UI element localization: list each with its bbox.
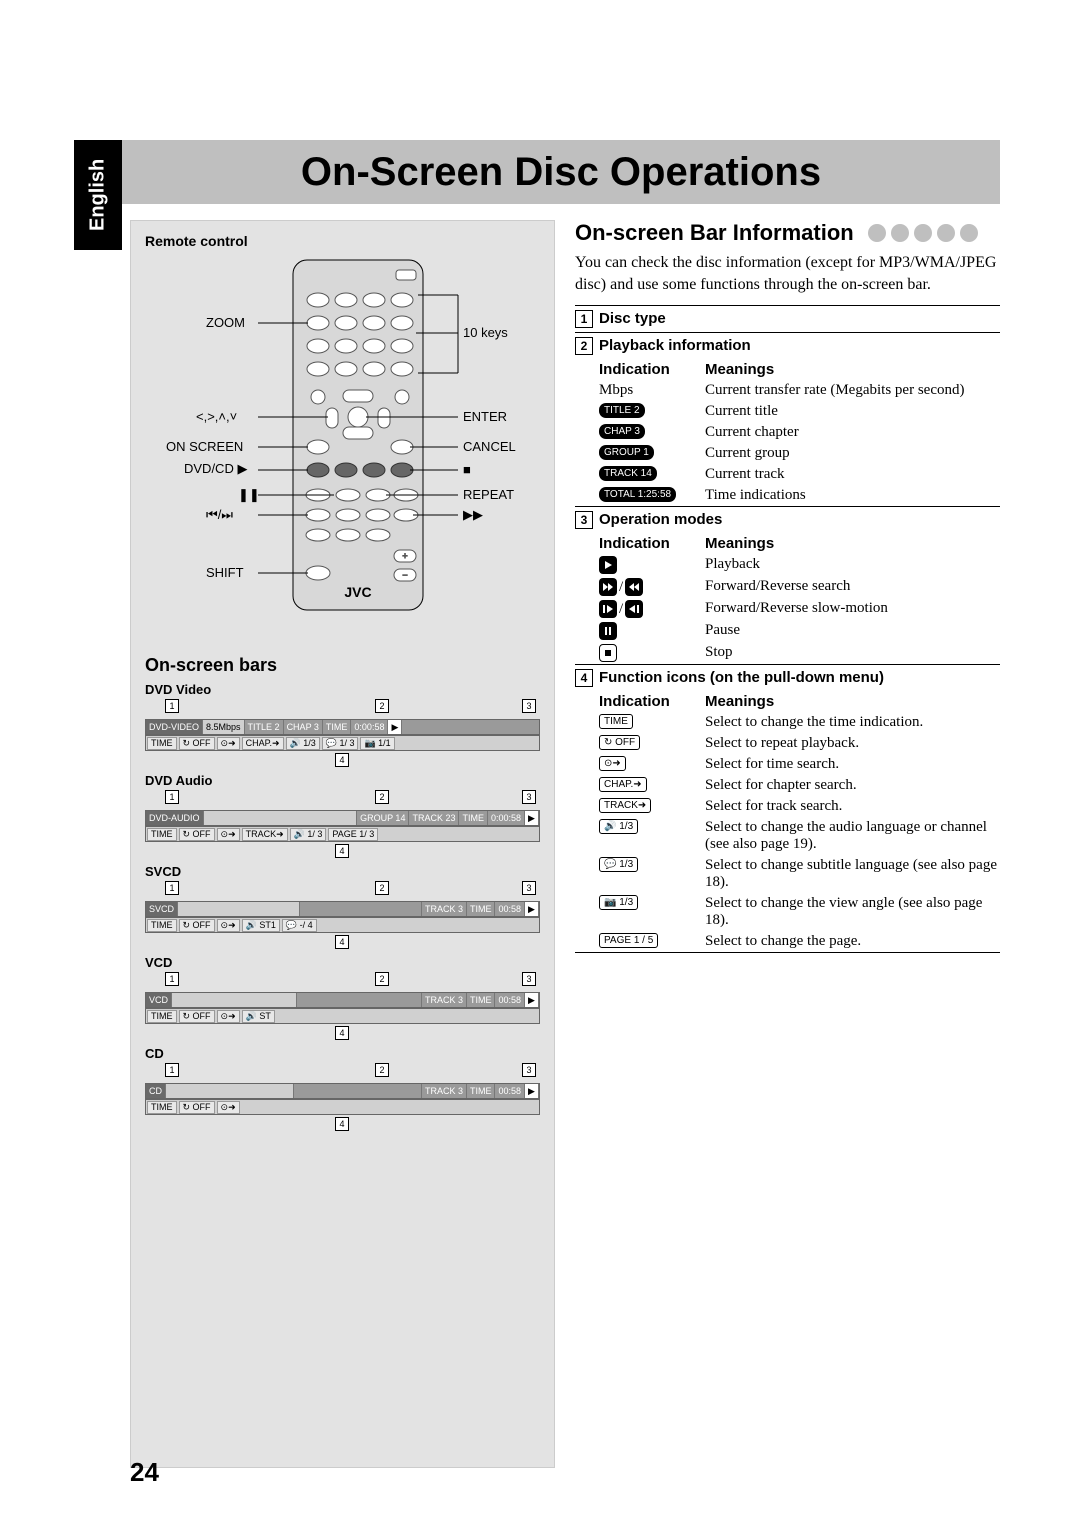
bar-title: VCD [145, 955, 540, 970]
svg-text:■: ■ [463, 462, 471, 477]
bar-title: DVD Video [145, 682, 540, 697]
svg-text:<,>,˄,˅: <,>,˄,˅ [196, 409, 237, 424]
bars-heading: On-screen bars [145, 655, 540, 676]
table-row: TIMESelect to change the time indication… [575, 712, 1000, 733]
sec3-h1: Indication [575, 535, 705, 552]
bar-group: SVCD123SVCDTRACK 3TIME00:58▶TIME↻ OFF⊙➜🔊… [145, 864, 540, 949]
table-row: CHAP 3Current chapter [575, 422, 1000, 443]
sec4-h2: Meanings [705, 693, 774, 710]
bar-row-1: DVD-VIDEO8.5MbpsTITLE 2CHAP 3TIME0:00:58… [145, 719, 540, 735]
bar-title: DVD Audio [145, 773, 540, 788]
table-row: 🔊 1/3Select to change the audio language… [575, 817, 1000, 855]
sec2-h2: Meanings [705, 361, 774, 378]
table-row: TOTAL 1:25:58Time indications [575, 485, 1000, 506]
intro-text: You can check the disc information (exce… [575, 252, 1000, 295]
page-number: 24 [130, 1457, 159, 1488]
table-row: Playback [575, 554, 1000, 576]
bar-row-1: SVCDTRACK 3TIME00:58▶ [145, 901, 540, 917]
bar-group: CD123CDTRACK 3TIME00:58▶TIME↻ OFF⊙➜4 [145, 1046, 540, 1131]
svg-text:SHIFT: SHIFT [206, 565, 244, 580]
right-heading: On-screen Bar Information [575, 220, 1000, 246]
svg-text:ON SCREEN: ON SCREEN [166, 439, 243, 454]
sec2-h1: Indication [575, 361, 705, 378]
bar-group: DVD Audio123DVD-AUDIOGROUP 14TRACK 23TIM… [145, 773, 540, 858]
svg-text:10 keys: 10 keys [463, 325, 508, 340]
bar-row-2: TIME↻ OFF⊙➜ [145, 1099, 540, 1115]
bar-row-1: DVD-AUDIOGROUP 14TRACK 23TIME0:00:58▶ [145, 810, 540, 826]
bar-title: CD [145, 1046, 540, 1061]
svg-text:ZOOM: ZOOM [206, 315, 245, 330]
sec2-label: Playback information [599, 337, 751, 355]
bar-row-2: TIME↻ OFF⊙➜🔊 ST [145, 1008, 540, 1024]
sec4-num: 4 [575, 669, 593, 687]
sec3-subheader: Indication Meanings [575, 533, 1000, 554]
bar-row-1: VCDTRACK 3TIME00:58▶ [145, 992, 540, 1008]
bar-row-2: TIME↻ OFF⊙➜CHAP.➜🔊 1/3💬 1/ 3📷 1/1 [145, 735, 540, 751]
sec1-label: Disc type [599, 310, 666, 328]
bar-title: SVCD [145, 864, 540, 879]
svg-text:❚❚: ❚❚ [238, 487, 260, 503]
table-row: ↻ OFFSelect to repeat playback. [575, 733, 1000, 754]
right-heading-text: On-screen Bar Information [575, 220, 854, 246]
table-row: ⊙➜Select for time search. [575, 754, 1000, 775]
info-table: 1 Disc type 2 Playback information Indic… [575, 305, 1000, 953]
table-row: /Forward/Reverse slow-motion [575, 598, 1000, 620]
bar-group: VCD123VCDTRACK 3TIME00:58▶TIME↻ OFF⊙➜🔊 S… [145, 955, 540, 1040]
sec4-h1: Indication [575, 693, 705, 710]
sec4-row: 4 Function icons (on the pull-down menu) [575, 664, 1000, 691]
svg-text:CANCEL: CANCEL [463, 439, 516, 454]
sec3-h2: Meanings [705, 535, 774, 552]
bars-container: DVD Video123DVD-VIDEO8.5MbpsTITLE 2CHAP … [145, 682, 540, 1131]
svg-text:⏮/⏭: ⏮/⏭ [206, 507, 233, 522]
remote-diagram: + − JVC ZOOM <,>,˄,˅ ON SCREEN DVD/CD ▶ … [145, 255, 540, 635]
table-row: GROUP 1Current group [575, 443, 1000, 464]
left-panel: Remote control [130, 220, 555, 1468]
bar-row-2: TIME↻ OFF⊙➜TRACK➜🔊 1/ 3PAGE 1/ 3 [145, 826, 540, 842]
sec1-row: 1 Disc type [575, 306, 1000, 333]
table-row: 💬 1/3Select to change subtitle language … [575, 855, 1000, 893]
right-panel: On-screen Bar Information You can check … [575, 220, 1000, 1468]
sec2-num: 2 [575, 337, 593, 355]
sec4-subheader: Indication Meanings [575, 691, 1000, 712]
remote-label: Remote control [145, 233, 540, 249]
table-row: Pause [575, 620, 1000, 642]
svg-text:ENTER: ENTER [463, 409, 507, 424]
sec1-num: 1 [575, 310, 593, 328]
svg-text:+: + [402, 551, 407, 561]
language-tab: English [74, 140, 122, 250]
table-row: TRACK 14Current track [575, 464, 1000, 485]
sec2-subheader: Indication Meanings [575, 359, 1000, 380]
heading-dots [868, 224, 978, 242]
table-row: MbpsCurrent transfer rate (Megabits per … [575, 380, 1000, 401]
table-row: Stop [575, 642, 1000, 664]
table-row: /Forward/Reverse search [575, 576, 1000, 598]
bar-group: DVD Video123DVD-VIDEO8.5MbpsTITLE 2CHAP … [145, 682, 540, 767]
table-row: PAGE 1 / 5Select to change the page. [575, 931, 1000, 952]
sec3-num: 3 [575, 511, 593, 529]
sec4-label: Function icons (on the pull-down menu) [599, 669, 884, 687]
table-row: 📷 1/3Select to change the view angle (se… [575, 893, 1000, 931]
page-title: On-Screen Disc Operations [122, 140, 1000, 204]
svg-text:REPEAT: REPEAT [463, 487, 514, 502]
bar-row-1: CDTRACK 3TIME00:58▶ [145, 1083, 540, 1099]
svg-text:−: − [402, 570, 407, 580]
table-row: TRACK➜Select for track search. [575, 796, 1000, 817]
sec2-row: 2 Playback information [575, 333, 1000, 359]
table-row: TITLE 2Current title [575, 401, 1000, 422]
svg-text:DVD/CD ▶: DVD/CD ▶ [184, 461, 247, 476]
sec3-row: 3 Operation modes [575, 506, 1000, 533]
svg-text:JVC: JVC [344, 584, 371, 600]
bar-row-2: TIME↻ OFF⊙➜🔊 ST1💬 -/ 4 [145, 917, 540, 933]
table-row: CHAP.➜Select for chapter search. [575, 775, 1000, 796]
content: Remote control [130, 220, 1000, 1468]
svg-text:▶▶: ▶▶ [463, 507, 483, 522]
sec3-label: Operation modes [599, 511, 722, 529]
